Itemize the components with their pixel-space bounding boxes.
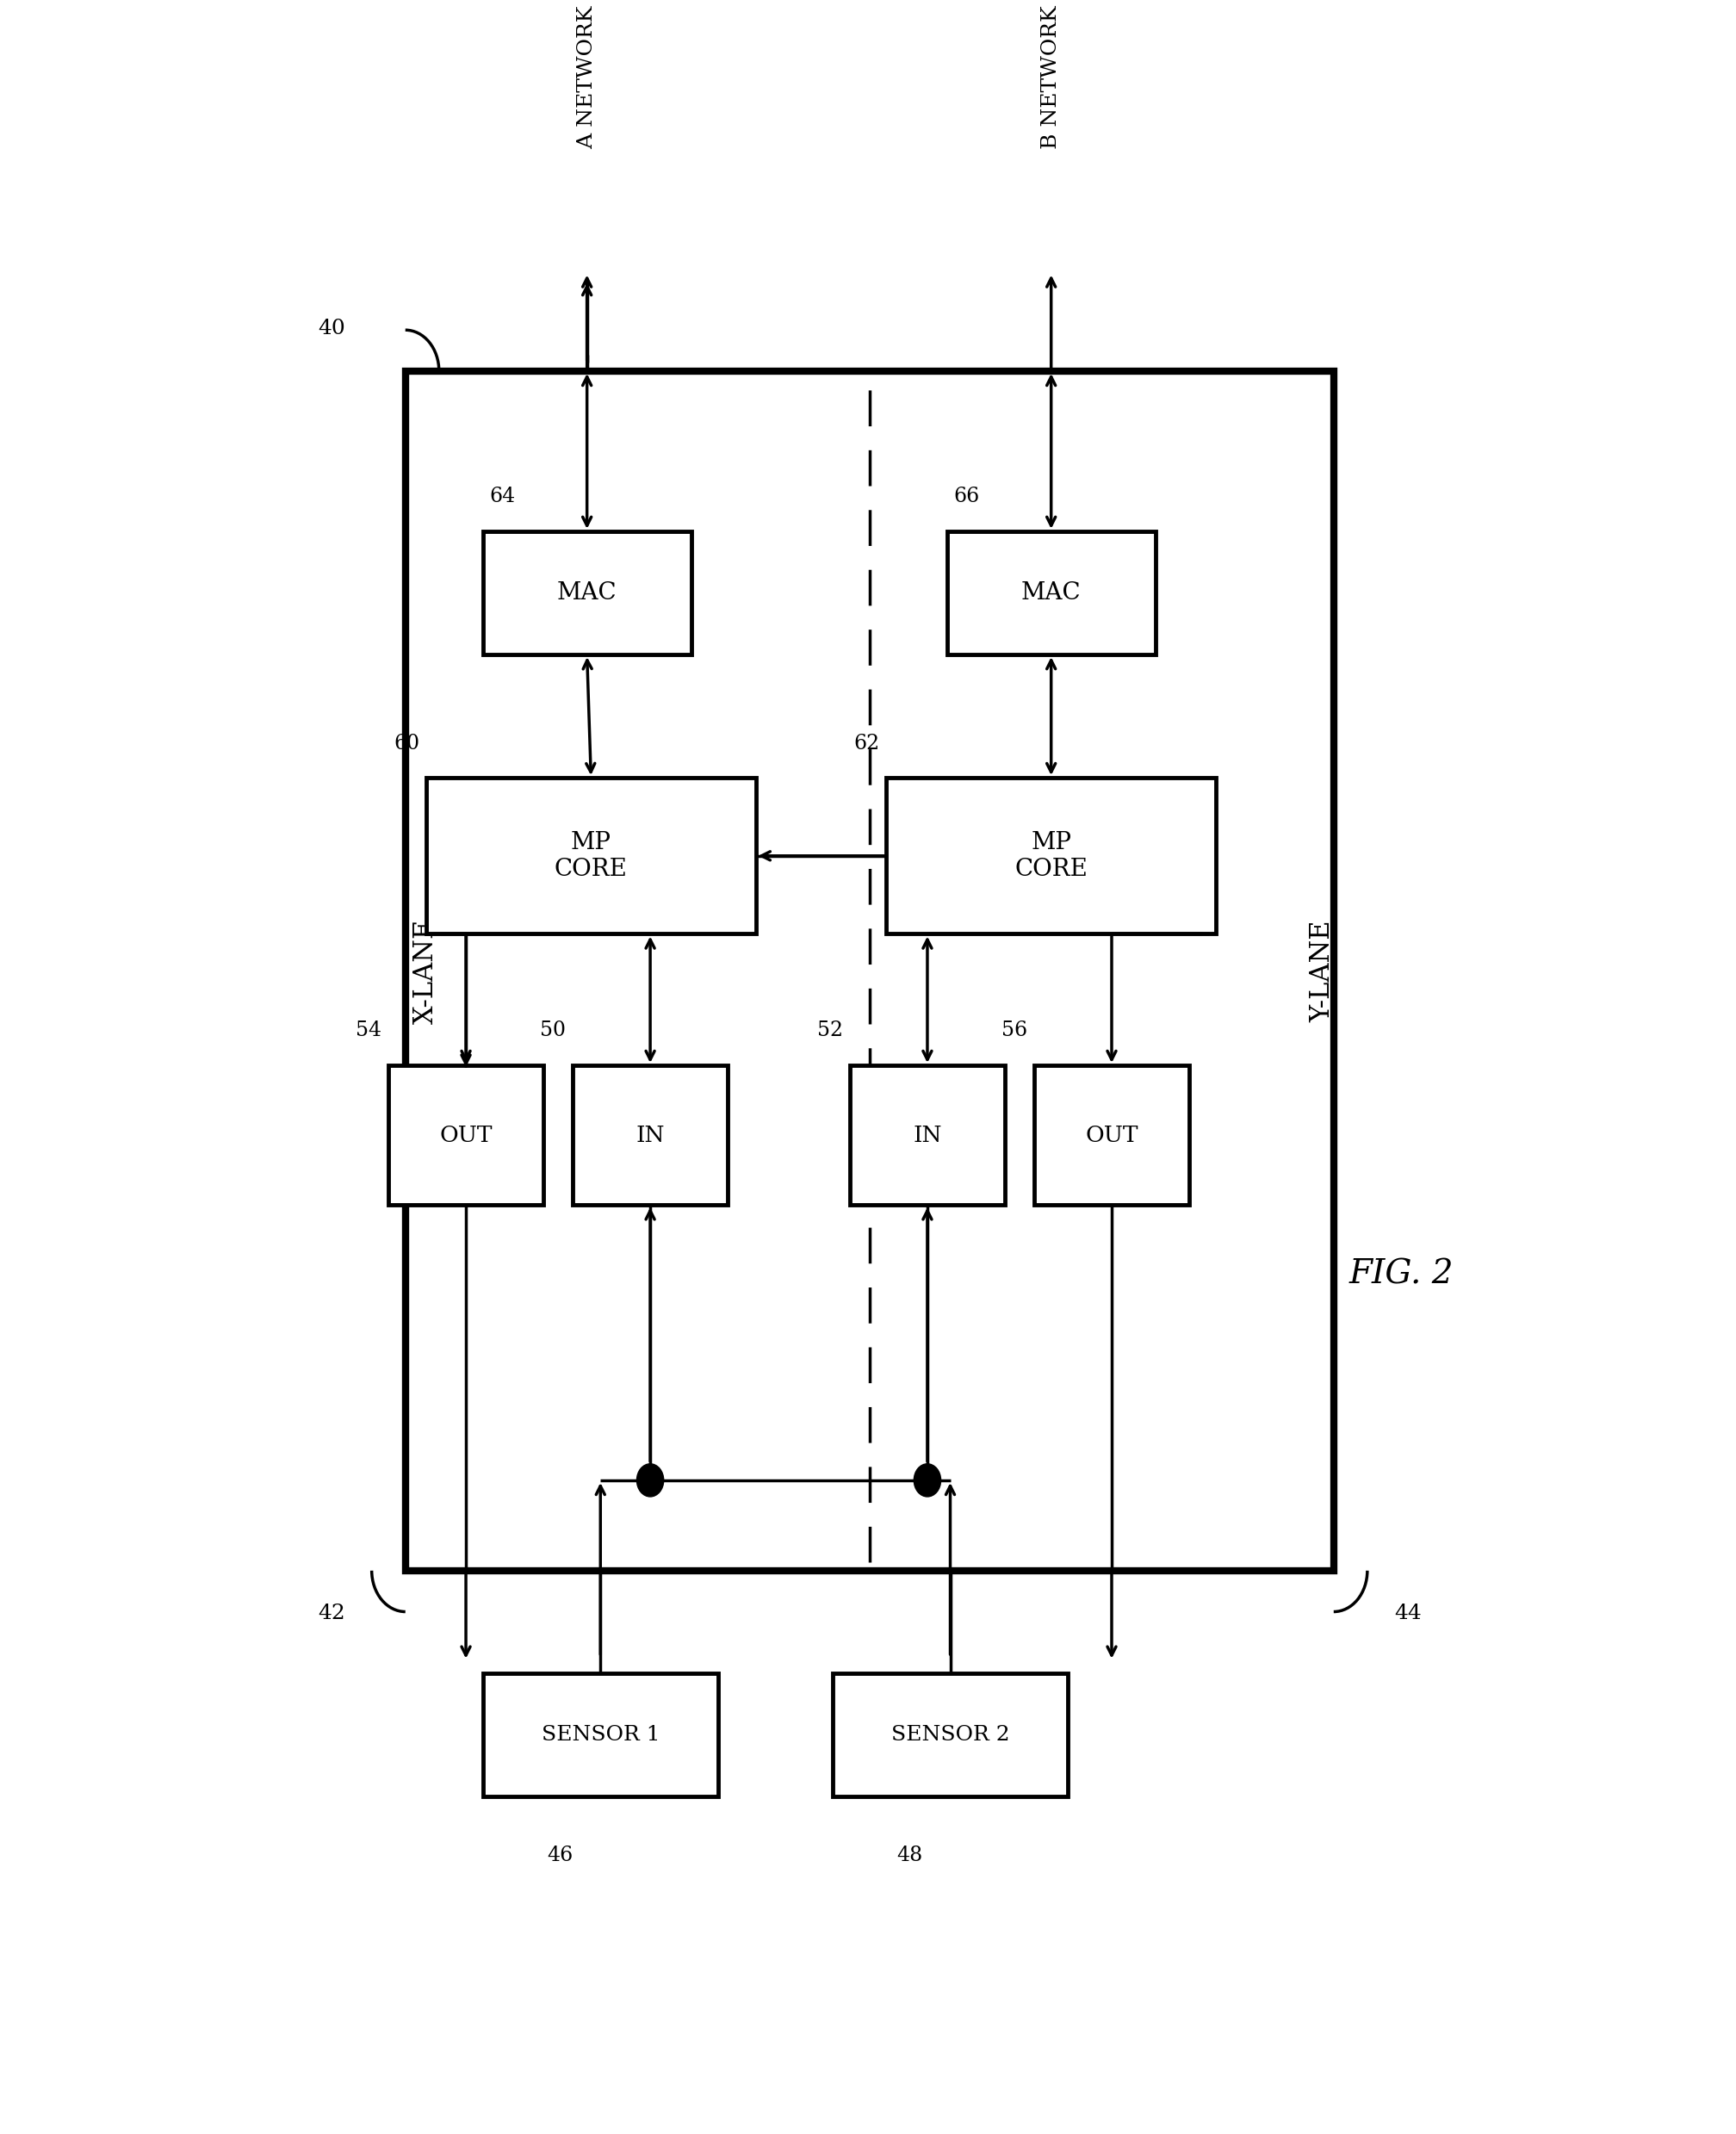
Bar — [427, 777, 755, 935]
Text: 42: 42 — [318, 1603, 345, 1624]
Text: OUT: OUT — [439, 1125, 493, 1146]
Text: B NETWORK: B NETWORK — [1042, 6, 1061, 149]
Text: SENSOR 1: SENSOR 1 — [542, 1724, 660, 1746]
Text: MAC: MAC — [1021, 580, 1082, 604]
Text: FIG. 2: FIG. 2 — [1349, 1259, 1453, 1291]
Text: 50: 50 — [540, 1020, 566, 1041]
Bar — [851, 1065, 1005, 1206]
Text: MP
CORE: MP CORE — [1014, 830, 1088, 881]
Text: A NETWORK: A NETWORK — [576, 6, 597, 149]
Circle shape — [637, 1464, 663, 1496]
Text: 64: 64 — [490, 487, 516, 506]
Text: 56: 56 — [1002, 1020, 1028, 1041]
Bar — [483, 1673, 719, 1797]
Text: 62: 62 — [854, 734, 880, 753]
Text: 40: 40 — [318, 318, 345, 337]
Text: SENSOR 2: SENSOR 2 — [891, 1724, 1010, 1746]
Bar — [946, 531, 1156, 655]
Text: MAC: MAC — [557, 580, 616, 604]
Bar — [389, 1065, 543, 1206]
Bar — [887, 777, 1215, 935]
Bar — [483, 531, 691, 655]
Bar — [1035, 1065, 1189, 1206]
Bar — [406, 371, 1333, 1571]
Text: 60: 60 — [394, 734, 420, 753]
Bar — [573, 1065, 727, 1206]
Text: IN: IN — [913, 1125, 943, 1146]
Text: 44: 44 — [1394, 1603, 1422, 1624]
Text: OUT: OUT — [1085, 1125, 1139, 1146]
Text: MP
CORE: MP CORE — [554, 830, 628, 881]
Text: Y-LANE: Y-LANE — [1309, 920, 1337, 1022]
Text: 46: 46 — [547, 1846, 573, 1865]
Text: 66: 66 — [953, 487, 979, 506]
Bar — [833, 1673, 1068, 1797]
Text: 52: 52 — [818, 1020, 844, 1041]
Text: 48: 48 — [898, 1846, 924, 1865]
Text: IN: IN — [635, 1125, 665, 1146]
Text: X-LANE: X-LANE — [411, 918, 439, 1024]
Text: 54: 54 — [356, 1020, 382, 1041]
Circle shape — [913, 1464, 941, 1496]
